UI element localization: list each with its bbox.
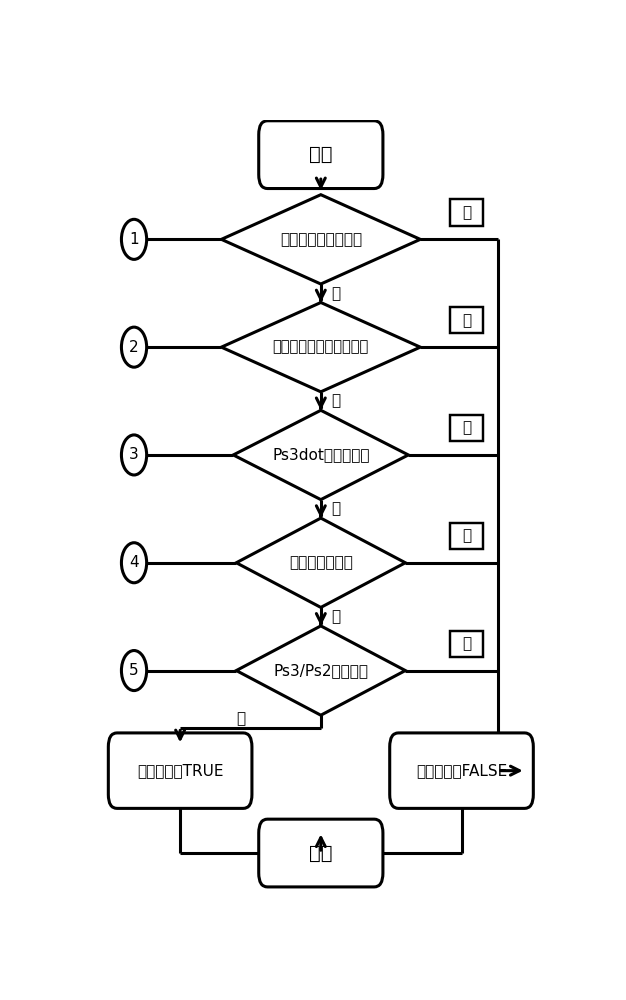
Text: 结束: 结束 — [309, 844, 332, 863]
FancyBboxPatch shape — [450, 631, 483, 657]
Text: 否: 否 — [462, 205, 471, 220]
Text: 否: 否 — [462, 313, 471, 328]
FancyBboxPatch shape — [450, 523, 483, 549]
Text: 5: 5 — [129, 663, 139, 678]
Polygon shape — [222, 195, 420, 284]
Text: 是: 是 — [332, 609, 341, 624]
Text: Ps3dot大于给定值: Ps3dot大于给定值 — [272, 447, 369, 462]
Text: 否: 否 — [462, 421, 471, 436]
Circle shape — [121, 219, 146, 259]
Text: 是: 是 — [332, 501, 341, 516]
Polygon shape — [236, 518, 406, 607]
Text: 否: 否 — [462, 528, 471, 543]
Circle shape — [121, 543, 146, 583]
Text: 高压换算转速大于给定值: 高压换算转速大于给定值 — [273, 340, 369, 355]
Circle shape — [121, 435, 146, 475]
FancyBboxPatch shape — [259, 121, 383, 189]
Polygon shape — [233, 410, 408, 500]
Text: 开始: 开始 — [309, 145, 332, 164]
Text: Ps3/Ps2＜门槛值: Ps3/Ps2＜门槛值 — [274, 663, 368, 678]
FancyBboxPatch shape — [450, 199, 483, 226]
Text: 发动机为非停车状态: 发动机为非停车状态 — [280, 232, 362, 247]
FancyBboxPatch shape — [390, 733, 533, 808]
Text: 否: 否 — [462, 636, 471, 651]
Text: 1: 1 — [129, 232, 139, 247]
FancyBboxPatch shape — [450, 415, 483, 441]
Text: 是: 是 — [236, 711, 245, 726]
Circle shape — [121, 651, 146, 691]
Text: 2: 2 — [129, 340, 139, 355]
Circle shape — [121, 327, 146, 367]
FancyBboxPatch shape — [259, 819, 383, 887]
Polygon shape — [222, 302, 420, 392]
Text: 旋转失速：FALSE: 旋转失速：FALSE — [416, 763, 507, 778]
Text: 非发动机重起动: 非发动机重起动 — [289, 555, 353, 570]
Polygon shape — [236, 626, 406, 715]
Text: 旋转失速：TRUE: 旋转失速：TRUE — [137, 763, 223, 778]
FancyBboxPatch shape — [108, 733, 252, 808]
Text: 是: 是 — [332, 394, 341, 409]
Text: 3: 3 — [129, 447, 139, 462]
Text: 是: 是 — [332, 286, 341, 301]
Text: 4: 4 — [129, 555, 139, 570]
FancyBboxPatch shape — [450, 307, 483, 333]
